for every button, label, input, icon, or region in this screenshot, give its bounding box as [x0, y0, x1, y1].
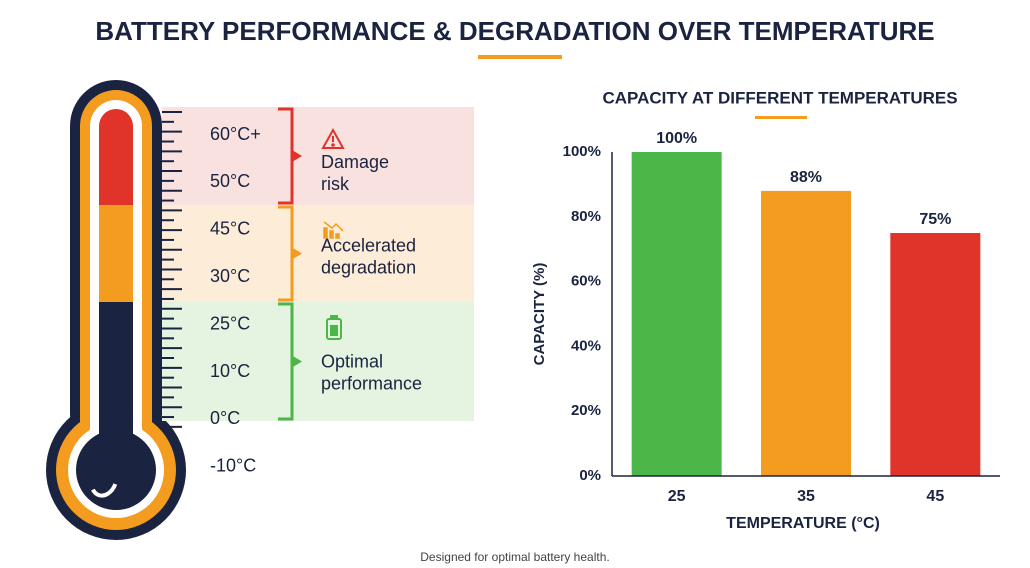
y-tick-label: 80% — [571, 208, 601, 225]
zone-arrow — [292, 150, 302, 162]
value-label: 88% — [790, 169, 822, 186]
zone-band — [162, 107, 474, 205]
zone-label: Damage risk — [321, 152, 389, 194]
temperature-label: 60°C+ — [210, 124, 261, 144]
zone-label: Accelerated degradation — [321, 235, 416, 277]
y-tick-label: 0% — [579, 467, 601, 484]
chart-title: CAPACITY AT DIFFERENT TEMPERATURES — [602, 88, 957, 107]
y-axis-title: CAPACITY (%) — [531, 263, 548, 366]
y-tick-label: 40% — [571, 337, 601, 354]
zone-label: Optimal performance — [321, 351, 422, 393]
footer: Designed for optimal battery health. — [420, 550, 609, 564]
temperature-label: 25°C — [210, 313, 250, 333]
y-tick-label: 20% — [571, 402, 601, 419]
x-axis-title: TEMPERATURE (°C) — [726, 515, 880, 532]
zone-band — [162, 302, 474, 421]
bar — [761, 190, 851, 476]
x-tick-label: 25 — [668, 488, 686, 505]
value-label: 75% — [919, 211, 951, 228]
temperature-label: 10°C — [210, 361, 250, 381]
bar — [890, 233, 981, 476]
temperature-label: 30°C — [210, 266, 250, 286]
temperature-label: 0°C — [210, 408, 240, 428]
bar — [631, 152, 722, 476]
temperature-label: 50°C — [210, 171, 250, 191]
zone-arrow — [292, 247, 302, 260]
page-title: BATTERY PERFORMANCE & DEGRADATION OVER T… — [95, 16, 934, 46]
zone-arrow — [292, 355, 302, 368]
chart-title-underline — [755, 116, 807, 119]
value-label: 100% — [656, 130, 697, 147]
thermometer-ticks: 60°C+ 50°C 45°C 30°C 25°C 10°C 0°C -10°C — [162, 111, 261, 476]
thermometer — [46, 80, 186, 540]
y-tick-label: 60% — [571, 273, 601, 290]
title-underline — [478, 55, 562, 59]
x-tick-label: 35 — [797, 488, 815, 505]
zone-icons — [321, 127, 345, 340]
temperature-label: 45°C — [210, 219, 250, 239]
temperature-label: -10°C — [210, 456, 256, 476]
x-tick-label: 45 — [926, 488, 944, 505]
zone-band — [162, 205, 474, 302]
y-tick-label: 100% — [563, 143, 601, 160]
